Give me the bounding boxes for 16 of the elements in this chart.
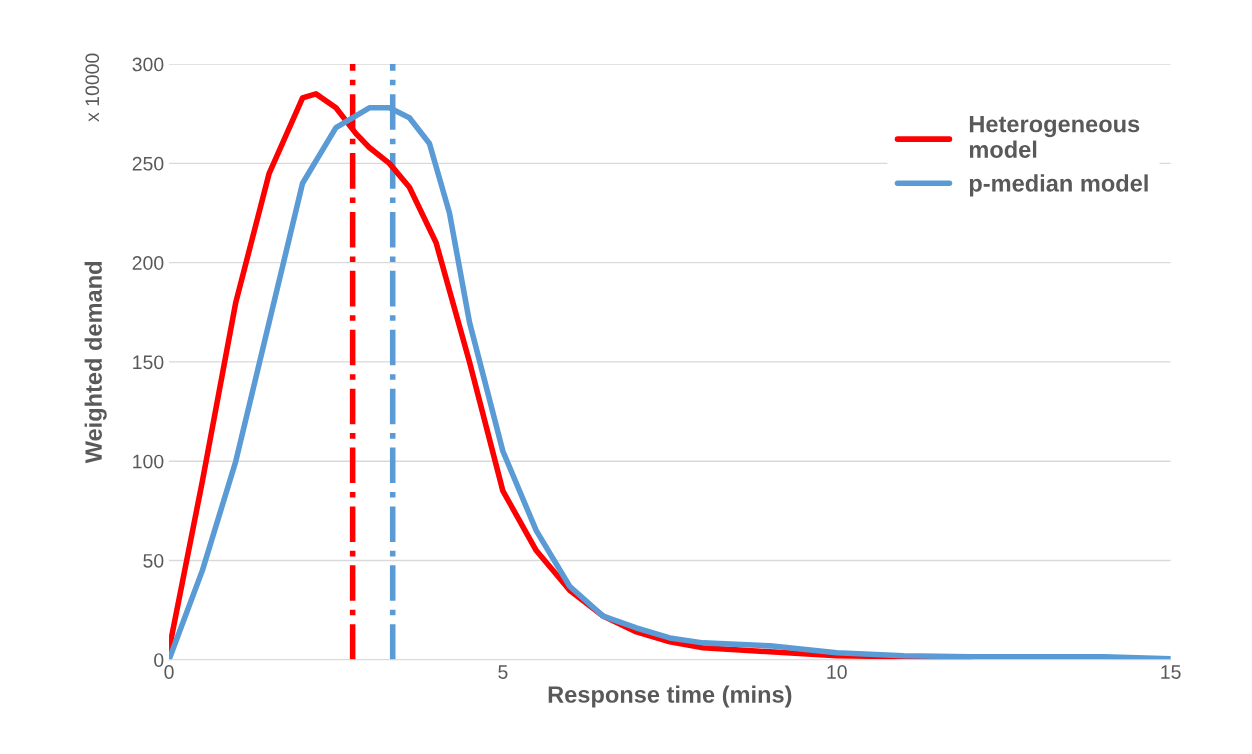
x-axis-title: Response time (mins): [548, 685, 792, 708]
x-tick-label: 10: [827, 665, 847, 679]
x-tick-label: 0: [164, 665, 174, 679]
y-tick-label: 0: [154, 653, 164, 667]
x-tick-label: 15: [1161, 665, 1181, 679]
x-tick-label: 5: [498, 665, 508, 679]
y-tick-label: 50: [143, 553, 164, 568]
y-tick-label: 150: [133, 355, 164, 370]
legend-label: p-median model: [969, 174, 1148, 197]
y-tick-label: 200: [132, 256, 164, 270]
y-tick-label: 250: [132, 156, 164, 171]
text: x 10000: [85, 53, 100, 122]
y-tick-label: 100: [133, 454, 164, 469]
legend-label: Heterogeneous model: [969, 115, 1140, 158]
y-tick-label: 300: [132, 57, 164, 72]
y-axis-title: Weighted demand: [84, 262, 107, 464]
